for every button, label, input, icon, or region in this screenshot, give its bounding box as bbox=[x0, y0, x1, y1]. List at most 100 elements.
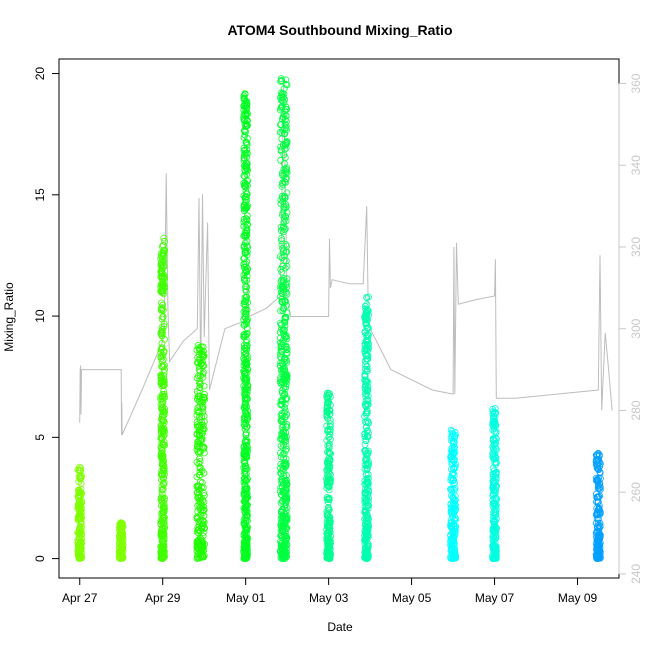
scatter-point bbox=[243, 552, 250, 560]
scatter-point bbox=[491, 437, 499, 445]
scatter-point bbox=[115, 544, 123, 552]
scatter-point bbox=[491, 479, 498, 487]
scatter-point bbox=[241, 386, 249, 394]
scatter-point bbox=[159, 306, 167, 314]
scatter-point bbox=[277, 196, 285, 204]
scatter-point bbox=[324, 426, 332, 434]
scatter-point bbox=[199, 403, 207, 411]
scatter-point bbox=[278, 93, 286, 100]
scatter-point bbox=[242, 409, 250, 417]
scatter-point bbox=[119, 529, 126, 536]
scatter-point bbox=[361, 376, 369, 384]
scatter-point bbox=[276, 319, 284, 327]
scatter-point bbox=[243, 402, 250, 410]
scatter-point bbox=[196, 494, 204, 502]
scatter-point bbox=[489, 473, 497, 481]
scatter-point bbox=[196, 416, 204, 424]
scatter-point bbox=[243, 258, 251, 266]
scatter-point bbox=[593, 523, 601, 531]
scatter-point bbox=[489, 496, 497, 504]
scatter-point bbox=[160, 408, 168, 416]
scatter-point bbox=[282, 174, 290, 182]
scatter-point bbox=[281, 215, 289, 223]
scatter-point bbox=[158, 249, 166, 257]
scatter-point bbox=[325, 495, 333, 503]
scatter-point bbox=[278, 359, 286, 367]
scatter-point bbox=[243, 231, 251, 239]
scatter-point bbox=[363, 459, 371, 467]
scatter-point bbox=[278, 295, 286, 303]
scatter-point bbox=[243, 160, 251, 167]
scatter-point bbox=[280, 376, 287, 384]
scatter-point bbox=[283, 262, 291, 270]
scatter-point bbox=[76, 488, 83, 495]
scatter-point bbox=[159, 471, 166, 479]
scatter-point bbox=[282, 168, 290, 175]
scatter-point bbox=[447, 542, 455, 549]
scatter-point bbox=[241, 471, 249, 479]
scatter-point bbox=[199, 484, 207, 491]
scatter-point bbox=[242, 187, 250, 195]
scatter-point bbox=[447, 426, 455, 434]
scatter-point bbox=[75, 500, 82, 508]
scatter-point bbox=[363, 514, 371, 522]
scatter-point bbox=[78, 554, 86, 562]
scatter-point bbox=[489, 410, 497, 418]
scatter-point bbox=[241, 173, 249, 181]
scatter-point bbox=[281, 400, 289, 408]
scatter-point bbox=[593, 533, 600, 541]
scatter-point bbox=[280, 160, 288, 167]
scatter-cluster-4 bbox=[240, 90, 252, 562]
scatter-point bbox=[365, 494, 372, 502]
scatter-point bbox=[280, 256, 288, 264]
scatter-point bbox=[196, 423, 203, 430]
scatter-point bbox=[160, 481, 168, 489]
scatter-point bbox=[158, 331, 166, 339]
x-tick-label: May 07 bbox=[475, 591, 515, 605]
scatter-point bbox=[194, 341, 202, 349]
scatter-point bbox=[325, 460, 333, 468]
scatter-point bbox=[241, 314, 249, 322]
scatter-point bbox=[241, 195, 249, 203]
scatter-point bbox=[594, 498, 602, 506]
scatter-point bbox=[490, 435, 498, 443]
scatter-point bbox=[242, 420, 250, 428]
scatter-point bbox=[159, 429, 167, 437]
scatter-point bbox=[240, 545, 248, 553]
y-tick-label: 20 bbox=[33, 67, 47, 81]
scatter-point bbox=[157, 395, 165, 403]
scatter-point bbox=[595, 530, 602, 537]
scatter-point bbox=[197, 360, 205, 368]
scatter-point bbox=[326, 476, 334, 484]
scatter-point bbox=[159, 427, 167, 435]
scatter-point bbox=[363, 352, 370, 360]
scatter-point bbox=[452, 460, 459, 468]
scatter-point bbox=[195, 460, 203, 468]
scatter-point bbox=[281, 516, 289, 524]
scatter-point bbox=[160, 256, 168, 264]
scatter-point bbox=[194, 483, 202, 491]
scatter-point bbox=[195, 497, 203, 505]
scatter-point bbox=[244, 523, 252, 531]
scatter-point bbox=[160, 271, 168, 279]
scatter-point bbox=[323, 466, 331, 474]
scatter-point bbox=[160, 503, 168, 511]
scatter-point bbox=[242, 267, 250, 275]
scatter-point bbox=[361, 302, 369, 310]
scatter-point bbox=[242, 554, 250, 561]
scatter-point bbox=[198, 434, 206, 442]
scatter-point bbox=[240, 300, 248, 308]
scatter-point bbox=[592, 511, 600, 519]
y-axis-label: Mixing_Ratio bbox=[2, 282, 16, 352]
scatter-point bbox=[199, 552, 207, 559]
scatter-point bbox=[281, 316, 289, 324]
scatter-point bbox=[242, 215, 250, 223]
scatter-point bbox=[74, 538, 82, 546]
scatter-point bbox=[160, 530, 168, 538]
scatter-point bbox=[276, 339, 284, 347]
scatter-point bbox=[241, 103, 249, 111]
scatter-point bbox=[242, 355, 250, 363]
scatter-point bbox=[280, 274, 288, 282]
scatter-point bbox=[593, 476, 601, 484]
